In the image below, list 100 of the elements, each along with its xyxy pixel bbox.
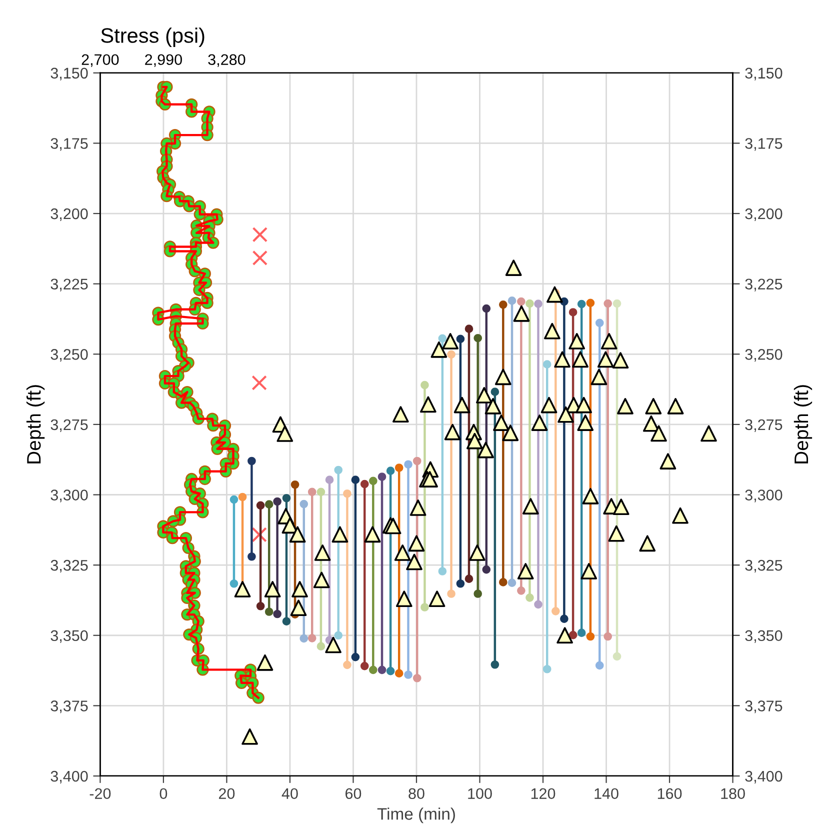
- point: [498, 578, 508, 586]
- point: [517, 297, 526, 306]
- point: [273, 497, 282, 506]
- point: [482, 304, 491, 313]
- point: [420, 603, 429, 612]
- point: [351, 476, 360, 484]
- point: [386, 466, 395, 476]
- point: [368, 666, 378, 674]
- point: [282, 494, 291, 502]
- x-tick-label: 120: [531, 788, 556, 800]
- point: [308, 634, 316, 642]
- point: [604, 632, 612, 641]
- point: [248, 552, 256, 561]
- x-tick-label: 140: [594, 788, 618, 800]
- y-tick-label: 3,175: [50, 138, 88, 151]
- point: [526, 594, 534, 602]
- y-tick-label: 3,275: [50, 419, 88, 432]
- y2-tick-label: 3,400: [745, 770, 782, 784]
- point: [438, 567, 447, 576]
- point: [604, 299, 612, 308]
- point: [490, 388, 500, 396]
- point: [464, 574, 474, 584]
- point: [308, 488, 316, 496]
- point: [542, 360, 552, 368]
- point: [343, 660, 352, 670]
- point: [534, 600, 542, 609]
- x2-tick-label: 2,990: [145, 54, 182, 67]
- point: [360, 662, 369, 670]
- point: [394, 464, 404, 472]
- y-tick-label: 3,225: [50, 278, 88, 292]
- x-tick-label: -20: [90, 788, 111, 800]
- point: [456, 579, 465, 588]
- y-tick-label: 3,325: [50, 560, 88, 573]
- point: [334, 466, 343, 474]
- point: [560, 614, 568, 623]
- point: [568, 308, 578, 316]
- point: [612, 652, 622, 661]
- point: [378, 472, 386, 481]
- point: [438, 334, 447, 343]
- point: [568, 630, 578, 640]
- x2-tick-label: 3,280: [208, 54, 246, 67]
- point: [300, 500, 308, 508]
- point: [420, 380, 429, 390]
- point: [482, 565, 491, 574]
- point: [230, 579, 238, 588]
- y2-tick-label: 3,325: [745, 560, 782, 573]
- point: [256, 501, 265, 510]
- point: [252, 375, 267, 390]
- point: [577, 628, 586, 638]
- x-tick-label: 80: [408, 788, 424, 800]
- point: [316, 488, 326, 496]
- point: [586, 298, 595, 308]
- point: [474, 334, 482, 342]
- point: [360, 480, 369, 488]
- point: [542, 664, 552, 674]
- point: [456, 334, 465, 344]
- y2-axis-title: Depth (ft): [794, 385, 812, 464]
- point: [577, 300, 586, 308]
- point: [316, 642, 326, 651]
- point: [447, 350, 456, 359]
- point: [252, 527, 267, 542]
- point: [474, 590, 482, 598]
- point: [273, 610, 282, 618]
- x-tick-label: 180: [721, 788, 745, 800]
- y2-tick-label: 3,175: [745, 138, 782, 151]
- point: [252, 250, 268, 266]
- x-tick-label: 160: [658, 788, 682, 800]
- y-tick-label: 3,400: [50, 770, 88, 784]
- point: [526, 299, 534, 308]
- point: [412, 674, 422, 682]
- y-tick-label: 3,200: [50, 208, 88, 222]
- point: [404, 670, 412, 679]
- point: [368, 476, 378, 486]
- x2-tick-label: 2,700: [82, 54, 119, 67]
- y-tick-label: 3,375: [50, 700, 88, 714]
- point: [534, 300, 542, 308]
- point: [282, 617, 291, 626]
- point: [464, 324, 474, 333]
- y2-tick-label: 3,225: [745, 278, 782, 292]
- x-tick-label: 60: [346, 788, 362, 800]
- point: [404, 460, 412, 469]
- y-tick-label: 3,250: [50, 349, 88, 362]
- point: [612, 299, 622, 308]
- point: [551, 607, 560, 616]
- y2-tick-label: 3,150: [745, 68, 782, 80]
- point: [498, 300, 508, 309]
- y2-tick-label: 3,375: [745, 700, 782, 714]
- x-tick-label: 20: [218, 788, 235, 800]
- point: [343, 489, 352, 498]
- point: [252, 226, 268, 242]
- point: [378, 666, 386, 674]
- point: [595, 318, 604, 328]
- point: [264, 500, 274, 508]
- y2-tick-label: 3,250: [745, 349, 782, 362]
- y2-tick-label: 3,300: [745, 490, 782, 502]
- point: [264, 608, 274, 616]
- point: [256, 602, 265, 610]
- point: [351, 652, 360, 662]
- point: [230, 495, 238, 504]
- point: [508, 578, 516, 587]
